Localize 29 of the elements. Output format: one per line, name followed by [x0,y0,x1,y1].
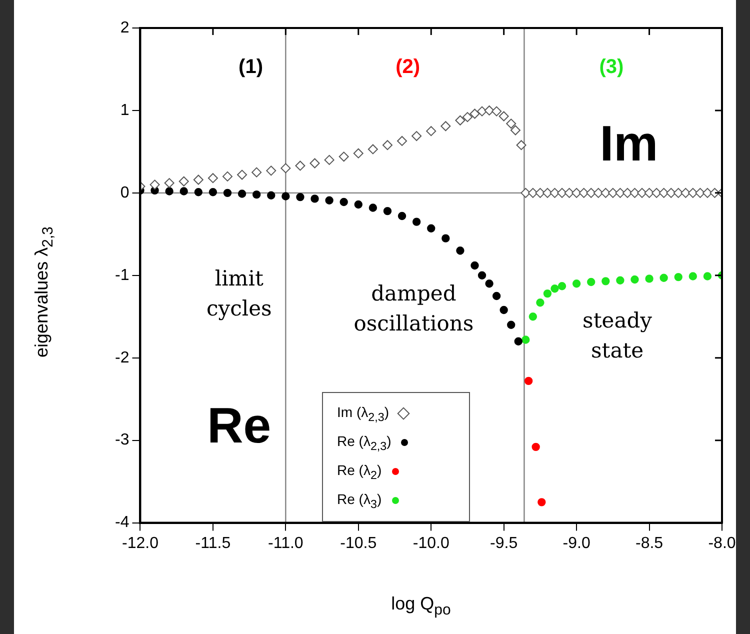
legend-label: Im (λ$_{2,3}$) [337,404,389,424]
annotation: (3) [599,56,624,78]
x-tick-label: -11.0 [268,534,304,552]
annotation: steady state [582,308,652,363]
legend-label: Re (λ$_{2}$) [337,462,382,482]
y-tick-label: -1 [114,266,130,284]
x-tick-label: -9.0 [562,534,590,552]
y-tick-label: 1 [120,102,130,119]
y-tick-label: -4 [114,514,130,532]
x-tick-label: -11.5 [195,534,231,552]
y-tick-label: -2 [114,349,130,366]
y-tick-label: 2 [120,19,130,36]
legend-label: Re (λ$_{2,3}$) [337,432,392,452]
annotation: (2) [396,56,420,78]
annotation: limit cycles [206,266,272,321]
annotation: Im [600,116,658,172]
x-axis-title: log Q$_{po}$ [391,594,451,618]
y-tick-label: -3 [114,432,130,449]
annotation: damped oscillations [354,281,474,336]
x-tick-label: -10.0 [412,534,450,552]
x-tick-label: -8.5 [635,534,664,552]
annotation: Re [207,398,272,454]
x-tick-label: -10.5 [340,534,377,552]
legend-label: Re (λ$_{3}$) [337,490,382,510]
x-tick-label: -8.0 [708,534,736,552]
y-tick-label: 0 [120,184,130,202]
annotation: (1) [238,56,263,78]
x-tick-label: -9.5 [490,534,518,552]
x-tick-label: -12.0 [122,534,159,552]
